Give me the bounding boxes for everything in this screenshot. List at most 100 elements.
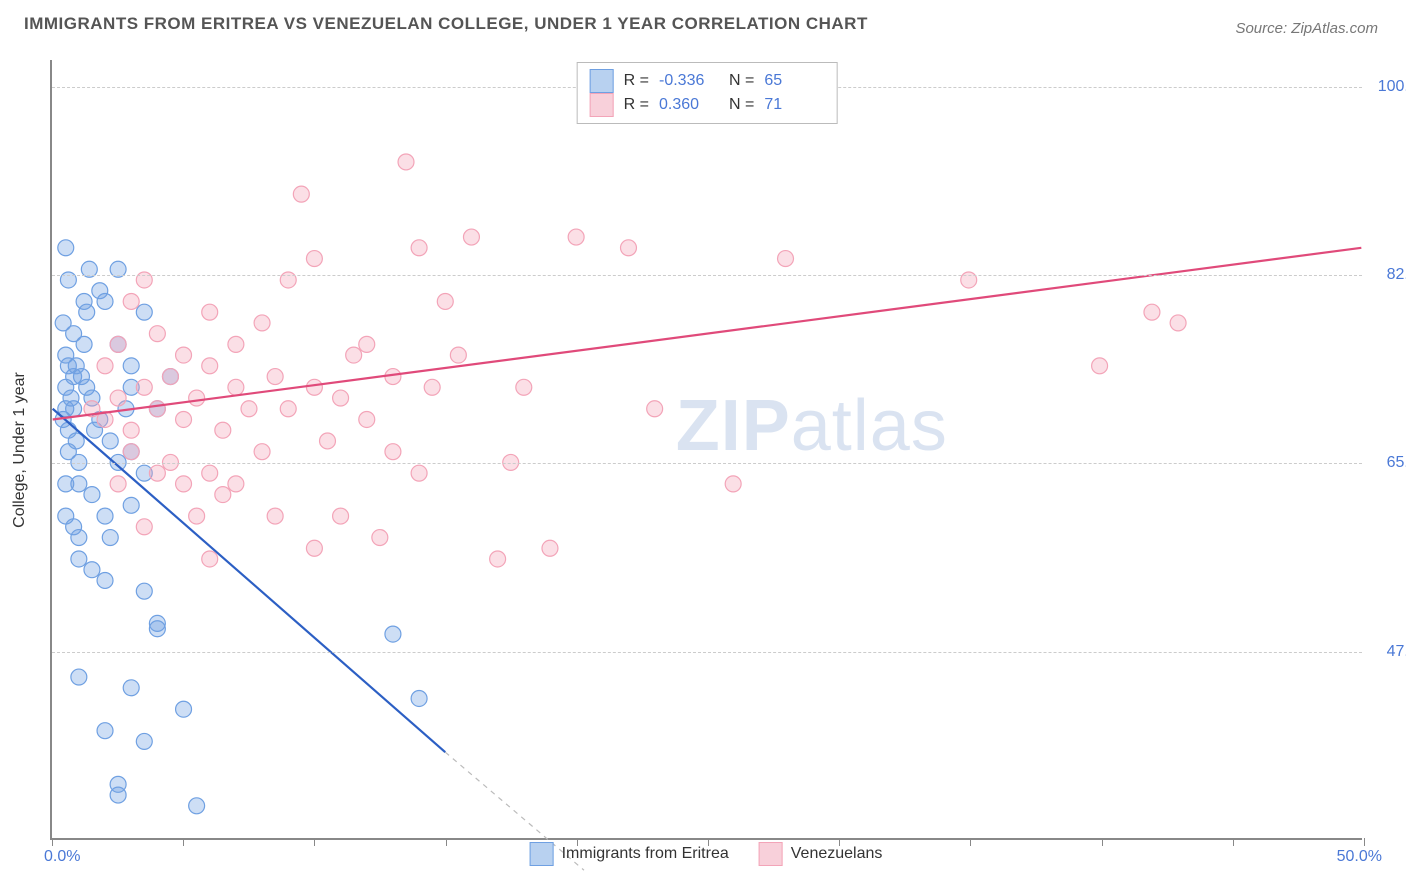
data-point (778, 251, 794, 267)
data-point (542, 540, 558, 556)
data-point (110, 787, 126, 803)
data-point (110, 390, 126, 406)
x-tick (446, 838, 447, 846)
data-point (1092, 358, 1108, 374)
data-point (398, 154, 414, 170)
data-point (123, 358, 139, 374)
x-tick (1233, 838, 1234, 846)
legend-n-value: 71 (764, 93, 824, 117)
data-point (267, 508, 283, 524)
data-point (123, 422, 139, 438)
data-point (293, 186, 309, 202)
x-tick (183, 838, 184, 846)
data-point (123, 680, 139, 696)
data-point (84, 487, 100, 503)
legend-r-value: 0.360 (659, 93, 719, 117)
data-point (215, 487, 231, 503)
data-point (58, 476, 74, 492)
data-point (84, 562, 100, 578)
data-point (725, 476, 741, 492)
chart-container: ZIPatlas R =-0.336N =65R = 0.360N =71 47… (50, 60, 1362, 840)
data-point (58, 240, 74, 256)
x-axis-min-label: 0.0% (44, 848, 80, 866)
data-point (149, 465, 165, 481)
y-tick-label: 47.5% (1372, 643, 1406, 661)
data-point (333, 390, 349, 406)
data-point (97, 723, 113, 739)
data-point (568, 229, 584, 245)
data-point (97, 572, 113, 588)
data-point (254, 444, 270, 460)
chart-title: IMMIGRANTS FROM ERITREA VS VENEZUELAN CO… (24, 14, 868, 34)
y-tick-label: 100.0% (1372, 78, 1406, 96)
legend-r-value: -0.336 (659, 69, 719, 93)
data-point (490, 551, 506, 567)
legend-n-value: 65 (764, 69, 824, 93)
data-point (306, 379, 322, 395)
series-legend-label: Venezuelans (791, 845, 883, 863)
data-point (162, 454, 178, 470)
legend-r-label: R = (624, 93, 649, 117)
legend-swatch (590, 93, 614, 117)
data-point (306, 251, 322, 267)
legend-n-label: N = (729, 69, 754, 93)
data-point (267, 369, 283, 385)
data-point (202, 551, 218, 567)
data-point (136, 304, 152, 320)
data-point (97, 293, 113, 309)
data-point (55, 315, 71, 331)
data-point (228, 336, 244, 352)
data-point (516, 379, 532, 395)
data-point (228, 379, 244, 395)
data-point (215, 422, 231, 438)
data-point (411, 465, 427, 481)
x-tick (1102, 838, 1103, 846)
gridline (52, 652, 1362, 653)
x-tick (52, 838, 53, 846)
data-point (97, 358, 113, 374)
data-point (149, 401, 165, 417)
data-point (411, 240, 427, 256)
data-point (202, 304, 218, 320)
data-point (450, 347, 466, 363)
correlation-legend-row: R = -0.336 N = 65 (590, 69, 825, 93)
series-legend: Immigrants from Eritrea Venezuelans (530, 842, 883, 866)
data-point (202, 358, 218, 374)
x-tick (1364, 838, 1365, 846)
data-point (228, 476, 244, 492)
data-point (385, 626, 401, 642)
data-point (1170, 315, 1186, 331)
data-point (189, 798, 205, 814)
data-point (79, 304, 95, 320)
data-point (424, 379, 440, 395)
series-legend-item: Immigrants from Eritrea (530, 842, 729, 866)
data-point (79, 379, 95, 395)
legend-swatch (590, 69, 614, 93)
correlation-legend: R = -0.336 N = 65R = 0.360N =71 (577, 62, 838, 124)
source-attribution: Source: ZipAtlas.com (1235, 20, 1378, 37)
y-tick-label: 65.0% (1372, 454, 1406, 472)
legend-swatch (530, 842, 554, 866)
data-point (647, 401, 663, 417)
data-point (76, 336, 92, 352)
correlation-legend-row: R = 0.360N =71 (590, 93, 825, 117)
x-tick (314, 838, 315, 846)
data-point (503, 454, 519, 470)
data-point (411, 691, 427, 707)
data-point (123, 497, 139, 513)
series-legend-item: Venezuelans (759, 842, 883, 866)
legend-r-label: R = (624, 69, 649, 93)
data-point (97, 508, 113, 524)
data-point (149, 621, 165, 637)
data-point (176, 701, 192, 717)
data-point (621, 240, 637, 256)
data-point (136, 379, 152, 395)
data-point (123, 444, 139, 460)
data-point (1144, 304, 1160, 320)
data-point (123, 293, 139, 309)
y-axis-title: College, Under 1 year (11, 372, 29, 528)
data-point (437, 293, 453, 309)
data-point (359, 412, 375, 428)
x-axis-max-label: 50.0% (1337, 848, 1382, 866)
data-point (162, 369, 178, 385)
